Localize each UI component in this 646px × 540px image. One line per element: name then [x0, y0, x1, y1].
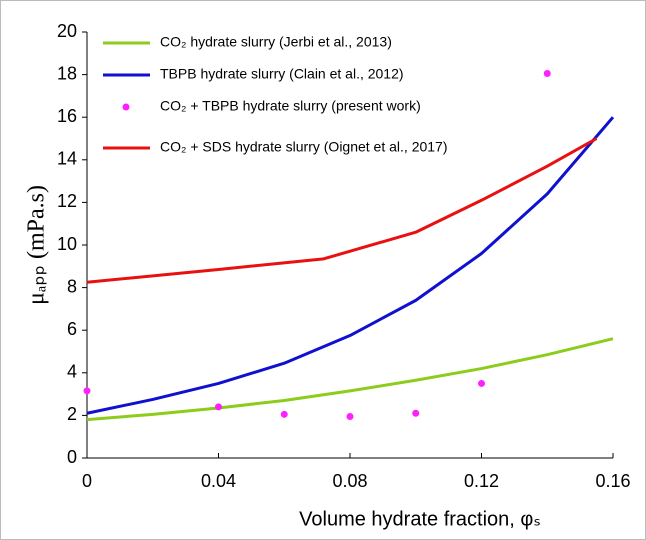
series-line	[86, 137, 598, 284]
x-tick-label: 0.12	[464, 471, 499, 491]
x-axis-label: Volume hydrate fraction, φₛ	[299, 508, 541, 530]
data-point	[478, 379, 485, 387]
legend-label: CO₂ hydrate slurry (Jerbi et al., 2013)	[160, 34, 392, 50]
x-tick-label: 0.08	[332, 471, 367, 491]
data-point	[83, 387, 91, 395]
y-tick-label: 16	[57, 106, 77, 126]
x-tick-label: 0	[82, 471, 92, 491]
y-tick-label: 4	[67, 362, 77, 382]
legend-marker	[122, 103, 130, 111]
data-point	[412, 409, 420, 417]
series-line	[86, 337, 614, 422]
y-tick-label: 6	[67, 319, 77, 339]
y-tick-label: 10	[57, 234, 77, 254]
legend-label: CO₂ + SDS hydrate slurry (Oignet et al.,…	[160, 139, 448, 155]
y-tick-label: 18	[57, 63, 77, 83]
x-tick-label: 0.16	[595, 471, 630, 491]
y-tick-label: 14	[57, 149, 77, 169]
data-point	[543, 70, 551, 78]
data-point	[346, 412, 354, 420]
y-tick-label: 2	[67, 404, 77, 424]
y-tick-label: 12	[57, 191, 77, 211]
series-line	[86, 116, 615, 415]
y-tick-label: 20	[57, 21, 77, 41]
legend-label: TBPB hydrate slurry (Clain et al., 2012)	[160, 66, 404, 82]
y-tick-label: 0	[67, 447, 77, 467]
x-tick-label: 0.04	[201, 471, 236, 491]
y-tick-label: 8	[67, 276, 77, 296]
data-point	[215, 403, 222, 411]
legend-label: CO₂ + TBPB hydrate slurry (present work)	[160, 98, 421, 114]
y-axis-label: μₐₚₚ (mPa.s)	[24, 185, 50, 305]
data-point	[280, 410, 288, 418]
